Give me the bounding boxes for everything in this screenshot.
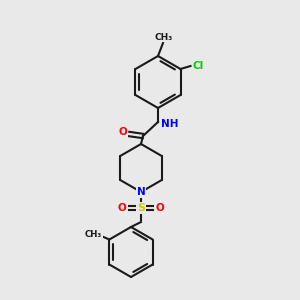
Text: CH₃: CH₃ [155, 32, 173, 41]
Text: O: O [156, 203, 164, 213]
Text: O: O [118, 203, 126, 213]
Text: N: N [136, 187, 146, 197]
Text: O: O [118, 127, 127, 137]
Text: CH₃: CH₃ [85, 230, 102, 239]
Text: S: S [137, 203, 145, 213]
Text: NH: NH [161, 119, 179, 129]
Text: Cl: Cl [193, 61, 204, 71]
